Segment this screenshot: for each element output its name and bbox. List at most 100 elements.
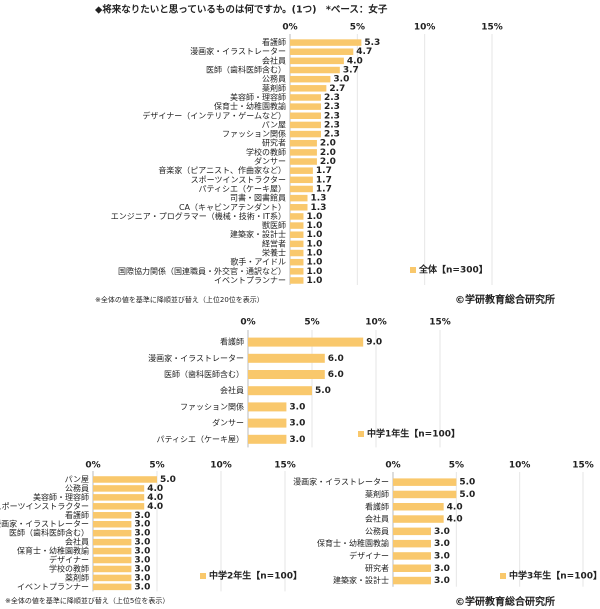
bar bbox=[93, 494, 145, 501]
bar bbox=[290, 94, 321, 101]
x-tick-label: 0% bbox=[385, 461, 400, 471]
bar bbox=[93, 520, 132, 528]
value-label: 5.0 bbox=[160, 475, 176, 485]
category-label: 会社員 bbox=[220, 385, 244, 395]
value-label: 2.0 bbox=[320, 157, 336, 167]
category-label: 音楽家（ピアニスト、作曲家など） bbox=[158, 165, 286, 175]
chart-title: ◆将来なりたいと思っているものは何ですか。(1つ) *ベース：女子 bbox=[95, 4, 388, 16]
value-label: 4.0 bbox=[147, 484, 163, 494]
legend-label: 全体【n=300】 bbox=[418, 264, 488, 276]
x-tick-label: 15% bbox=[429, 318, 451, 328]
category-label: 薬剤師 bbox=[365, 489, 389, 499]
bar bbox=[93, 583, 132, 591]
value-label: 1.0 bbox=[306, 249, 322, 259]
value-label: 5.0 bbox=[459, 490, 475, 500]
bar bbox=[290, 167, 313, 174]
category-label: 建築家・設計士 bbox=[333, 575, 389, 585]
bar bbox=[290, 85, 327, 92]
value-label: 3.0 bbox=[434, 576, 450, 586]
category-label: 保育士・幼稚園教諭 bbox=[17, 546, 89, 556]
category-label: 看護師 bbox=[262, 37, 286, 47]
bar bbox=[393, 527, 431, 536]
bar bbox=[393, 515, 444, 523]
category-label: スポーツインストラクター bbox=[0, 502, 89, 511]
x-tick-label: 10% bbox=[414, 23, 436, 33]
value-label: 2.3 bbox=[324, 111, 340, 121]
value-label: 4.0 bbox=[147, 493, 163, 503]
legend-swatch bbox=[500, 573, 506, 579]
category-label: パン屋 bbox=[65, 475, 89, 484]
source: ©学研教育総合研究所 bbox=[455, 595, 555, 608]
value-label: 1.7 bbox=[316, 175, 332, 185]
category-label: 会社員 bbox=[262, 55, 286, 65]
bar bbox=[393, 539, 431, 548]
value-label: 4.0 bbox=[147, 502, 163, 512]
x-tick-label: 5% bbox=[149, 461, 164, 471]
value-label: 4.0 bbox=[347, 56, 363, 66]
bar bbox=[393, 564, 431, 572]
value-label: 1.0 bbox=[306, 258, 322, 268]
category-label: エンジニア・プログラマー（機械・技術・IT系） bbox=[111, 211, 286, 221]
category-label: ファッション関係 bbox=[222, 130, 286, 139]
x-tick-label: 0% bbox=[240, 318, 255, 328]
value-label: 1.3 bbox=[311, 194, 327, 204]
category-label: 歌手・アイドル bbox=[230, 257, 286, 267]
category-label: 建築家・設計士 bbox=[230, 229, 286, 239]
legend-swatch bbox=[358, 431, 364, 437]
bar bbox=[393, 490, 457, 499]
value-label: 1.0 bbox=[306, 239, 322, 249]
category-label: 研究者 bbox=[365, 563, 389, 573]
value-label: 1.7 bbox=[316, 184, 332, 194]
bar bbox=[93, 538, 132, 546]
category-label: パン屋 bbox=[262, 120, 286, 129]
value-label: 3.0 bbox=[434, 527, 450, 537]
bar bbox=[290, 268, 304, 275]
category-label: 薬剤師 bbox=[262, 83, 286, 93]
value-label: 3.0 bbox=[434, 564, 450, 574]
legend-label: 中学3年生【n=100】 bbox=[509, 570, 600, 582]
category-label: 保育士・幼稚園教諭 bbox=[317, 538, 389, 548]
category-label: 公務員 bbox=[65, 483, 89, 493]
value-label: 2.3 bbox=[324, 120, 340, 130]
value-label: 3.0 bbox=[289, 419, 305, 429]
category-label: スポーツインストラクター bbox=[191, 175, 286, 184]
bar bbox=[393, 503, 444, 511]
category-label: 会社員 bbox=[65, 537, 89, 547]
value-label: 5.0 bbox=[459, 478, 475, 488]
category-label: 研究者 bbox=[262, 138, 286, 148]
category-label: デザイナー（インテリア・ゲームなど） bbox=[142, 110, 286, 120]
value-label: 9.0 bbox=[366, 338, 382, 348]
category-label: ファッション関係 bbox=[180, 402, 244, 411]
category-label: 公務員 bbox=[262, 74, 286, 84]
category-label: デザイナー bbox=[349, 550, 389, 560]
value-label: 3.7 bbox=[343, 66, 359, 76]
category-label: 司書・図書館員 bbox=[230, 193, 286, 203]
x-tick-label: 10% bbox=[210, 461, 232, 471]
category-label: 漫画家・イラストレーター bbox=[0, 519, 89, 529]
value-label: 1.0 bbox=[306, 221, 322, 231]
category-label: ダンサー bbox=[254, 156, 286, 166]
bar bbox=[290, 39, 362, 46]
category-label: パティシエ（ケーキ屋） bbox=[198, 184, 286, 193]
category-label: ダンサー bbox=[212, 418, 244, 428]
category-label: 漫画家・イラストレーター bbox=[293, 477, 389, 487]
bar bbox=[290, 277, 304, 284]
category-label: パティシエ（ケーキ屋） bbox=[156, 435, 244, 444]
legend-label: 中学1年生【n=100】 bbox=[367, 428, 460, 440]
category-label: 美容師・理容師 bbox=[33, 492, 89, 502]
bar bbox=[290, 57, 344, 65]
value-label: 3.0 bbox=[134, 529, 150, 539]
value-label: 2.0 bbox=[320, 139, 336, 149]
bar bbox=[290, 121, 321, 129]
category-label: 看護師 bbox=[365, 501, 389, 511]
bar bbox=[93, 476, 157, 483]
bar bbox=[290, 48, 354, 55]
bar bbox=[93, 485, 145, 492]
category-label: 栄養士 bbox=[262, 248, 286, 258]
value-label: 1.0 bbox=[306, 267, 322, 277]
category-label: 看護師 bbox=[220, 337, 244, 347]
value-label: 1.7 bbox=[316, 166, 332, 176]
value-label: 4.0 bbox=[447, 502, 463, 512]
x-tick-label: 15% bbox=[274, 461, 296, 471]
x-tick-label: 0% bbox=[85, 461, 100, 471]
